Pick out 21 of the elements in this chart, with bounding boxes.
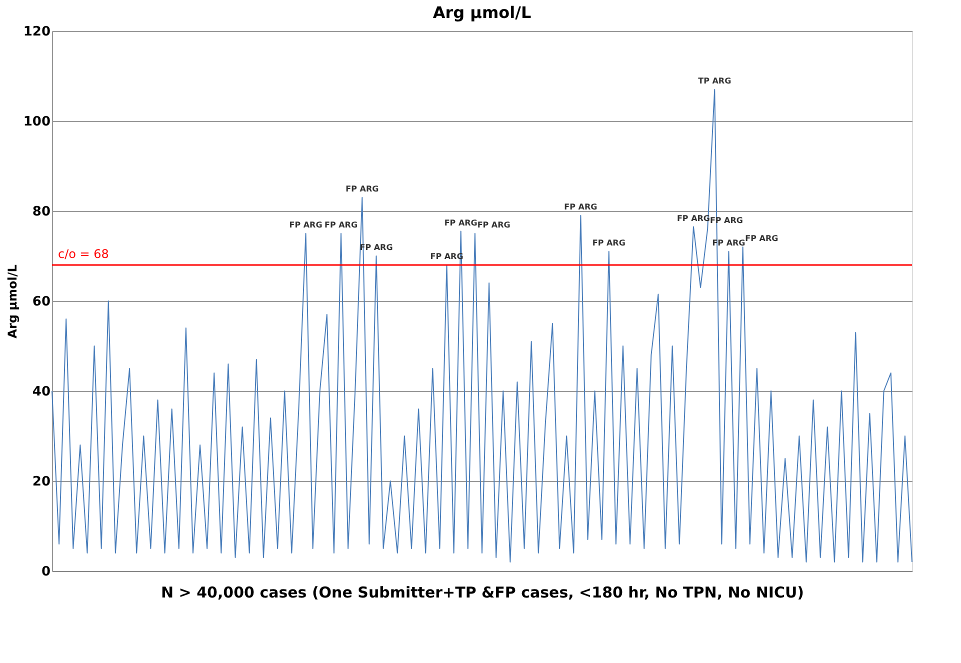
y-tick-label: 0 xyxy=(41,564,50,580)
ref-line-label: c/o = 68 xyxy=(58,247,109,261)
data-label: FP ARG xyxy=(592,238,626,248)
chart-title: Arg µmol/L xyxy=(432,3,532,22)
y-tick-label: 40 xyxy=(32,384,50,400)
data-label: FP ARG xyxy=(346,184,379,194)
data-label: TP ARG xyxy=(698,76,732,86)
data-label: FP ARG xyxy=(745,234,778,243)
y-tick-label: 80 xyxy=(32,204,50,220)
y-tick-label: 100 xyxy=(23,114,50,130)
data-label: FP ARG xyxy=(564,202,598,212)
y-tick-label: 60 xyxy=(32,294,50,310)
x-axis-title: N > 40,000 cases (One Submitter+TP &FP cases, <180 hr, No TPN, No NICU) xyxy=(161,584,804,602)
line-series xyxy=(52,89,912,562)
y-axis-title: Arg µmol/L xyxy=(5,264,20,338)
y-tick-label: 120 xyxy=(23,24,50,40)
y-tick-label: 20 xyxy=(32,474,50,490)
data-label: FP ARG xyxy=(477,220,510,230)
data-label: FP ARG xyxy=(444,218,478,228)
data-label: FP ARG xyxy=(289,220,322,230)
data-label: FP ARG xyxy=(324,220,358,230)
